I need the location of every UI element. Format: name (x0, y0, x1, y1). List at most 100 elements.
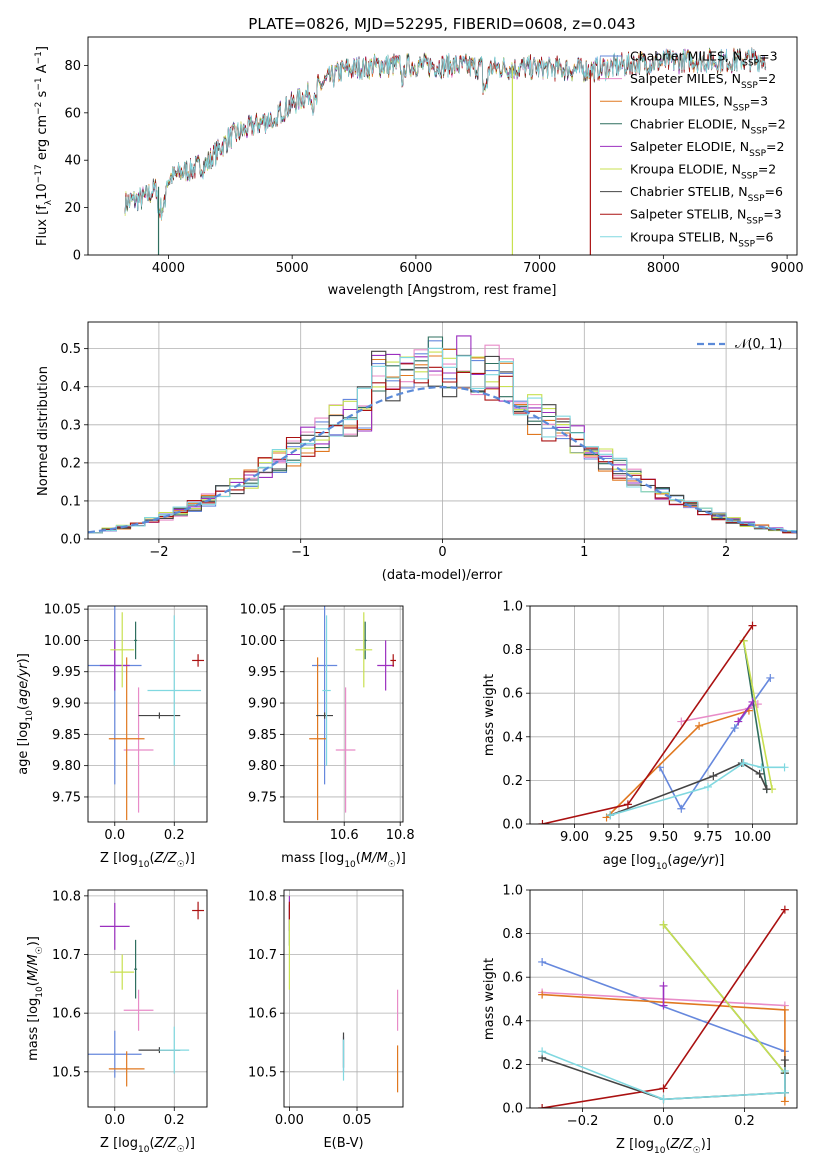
weight-marker (623, 800, 632, 809)
weight-marker (659, 1095, 668, 1104)
y-tick-label: 80 (64, 59, 81, 74)
axes-frame (87, 36, 798, 256)
y-tick-label: 0.2 (60, 456, 81, 471)
x-axis-label: Z [log10(Z/Z☉)] (100, 1136, 195, 1155)
weight-marker (762, 785, 771, 794)
x-tick-label: 9.25 (605, 830, 634, 845)
legend-label: Chabrier MILES, NSSP=3 (630, 49, 778, 69)
y-tick-label: 60 (64, 106, 81, 121)
x-tick-label: 6000 (399, 261, 432, 276)
y-tick-label: 0.5 (60, 342, 81, 357)
y-tick-label: 9.95 (52, 665, 81, 680)
x-tick-label: 0.0 (104, 1113, 125, 1128)
weight-marker (538, 1104, 547, 1108)
y-tick-label: 10.05 (240, 603, 277, 618)
x-tick-label: −0.2 (567, 1114, 599, 1129)
y-tick-label: 9.75 (52, 790, 81, 805)
y-tick-label: 9.95 (248, 665, 277, 680)
axes-frame (283, 889, 404, 1108)
y-tick-label: 9.80 (248, 759, 277, 774)
plot-area (88, 901, 205, 1087)
weight-marker (659, 1001, 668, 1010)
y-tick-label: 0.8 (502, 927, 523, 942)
y-tick-label: 10.8 (52, 889, 81, 904)
x-axis-label: (data-model)/error (382, 568, 503, 583)
y-tick-label: 0.3 (60, 418, 81, 433)
spectrum-line (124, 47, 767, 221)
y-tick-label: 9.75 (248, 790, 277, 805)
x-tick-label: 0.2 (734, 1114, 755, 1129)
x-tick-label: 9000 (771, 261, 804, 276)
weight-vs-age-panel: 9.00 9.25 9.50 9.75 10.00 0.0 0.2 0.4 0.6 0.8 1.0 a… (482, 600, 798, 872)
plot-area (88, 335, 797, 534)
weight-marker (780, 763, 789, 772)
x-tick-label: 10.6 (330, 828, 359, 843)
y-tick-label: 9.85 (248, 728, 277, 743)
weight-marker (709, 772, 718, 781)
weight-marker (538, 957, 547, 966)
x-tick-label: 2 (722, 545, 730, 560)
x-tick-label: 9.75 (694, 830, 723, 845)
weight-marker (780, 905, 789, 914)
y-tick-label: 10.00 (44, 634, 81, 649)
plot-area (88, 606, 205, 821)
y-axis-label: mass weight (482, 674, 497, 756)
weight-marker (757, 763, 766, 772)
y-tick-label: 0.0 (502, 1102, 523, 1117)
weight-marker (538, 820, 547, 824)
weight-marker (780, 1097, 789, 1106)
weight-line (609, 762, 768, 817)
y-tick-label: 0.4 (502, 730, 523, 745)
y-tick-label: 0.2 (502, 1058, 523, 1073)
weight-vs-metallicity-panel: −0.2 0.0 0.2 0.0 0.2 0.4 0.6 0.8 1.0 Z [log10(Z/Z… (482, 884, 798, 1156)
y-axis-label: Flux [fλ10−17 erg cm−2 s−1 A−1] (34, 46, 54, 246)
y-tick-label: 10.8 (248, 889, 277, 904)
y-tick-label: 0.2 (502, 774, 523, 789)
residual-histogram-panel: −2 −1 0 1 2 0.0 0.1 0.2 0.3 0.4 0.5 𝒩(0, 1) (data-mo… (36, 321, 798, 583)
weight-marker (780, 1005, 789, 1014)
mass-vs-extinction-panel: 0.00 0.05 10.5 10.6 10.7 10.8 E(B-V) (248, 889, 404, 1151)
y-tick-label: 10.7 (248, 948, 277, 963)
legend-label: Salpeter ELODIE, NSSP=2 (630, 139, 784, 159)
x-tick-label: −1 (291, 545, 310, 560)
x-tick-label: 5000 (276, 261, 309, 276)
x-axis-label: mass [log10(M/M☉)] (281, 851, 406, 870)
y-tick-label: 1.0 (502, 884, 523, 899)
x-tick-label: 9.50 (649, 830, 678, 845)
plot-area (538, 621, 789, 824)
y-tick-label: 1.0 (502, 600, 523, 615)
legend-label: Salpeter STELIB, NSSP=3 (630, 207, 782, 227)
y-tick-label: 10.7 (52, 948, 81, 963)
x-axis-label: E(B-V) (323, 1136, 363, 1151)
y-tick-label: 10.6 (52, 1007, 81, 1022)
legend-label: Chabrier STELIB, NSSP=6 (630, 184, 783, 204)
x-axis-label: age [log10(age/yr)] (603, 853, 725, 872)
legend-label: Kroupa MILES, NSSP=3 (630, 94, 768, 114)
weight-marker (538, 1047, 547, 1056)
x-tick-label: 1 (580, 545, 588, 560)
y-tick-label: 9.90 (52, 697, 81, 712)
x-tick-label: 0.2 (164, 828, 185, 843)
legend-label: Kroupa STELIB, NSSP=6 (630, 229, 774, 249)
weight-marker (695, 721, 704, 730)
y-tick-label: 40 (64, 154, 81, 169)
weight-marker (766, 673, 775, 682)
y-axis-label: Normed distribution (36, 366, 51, 496)
x-tick-label: 10.8 (386, 828, 415, 843)
y-tick-label: 0.0 (60, 533, 81, 548)
x-axis-label: Z [log10(Z/Z☉)] (616, 1137, 711, 1156)
weight-marker (734, 717, 743, 726)
axes-frame (87, 605, 208, 823)
y-tick-label: 10.05 (44, 603, 81, 618)
weight-marker (755, 769, 764, 778)
x-tick-label: 0.0 (653, 1114, 674, 1129)
x-tick-label: −2 (149, 545, 168, 560)
spectrum-panel: 4000 5000 6000 7000 8000 9000 0 20 40 60 80 Chabrie… (34, 36, 804, 298)
weight-marker (677, 717, 686, 726)
legend-label: 𝒩(0, 1) (735, 337, 782, 352)
legend-label: Kroupa ELODIE, NSSP=2 (630, 162, 776, 182)
x-tick-label: 0.00 (275, 1113, 304, 1128)
axes-frame (87, 889, 208, 1108)
x-tick-label: 0.05 (343, 1113, 372, 1128)
